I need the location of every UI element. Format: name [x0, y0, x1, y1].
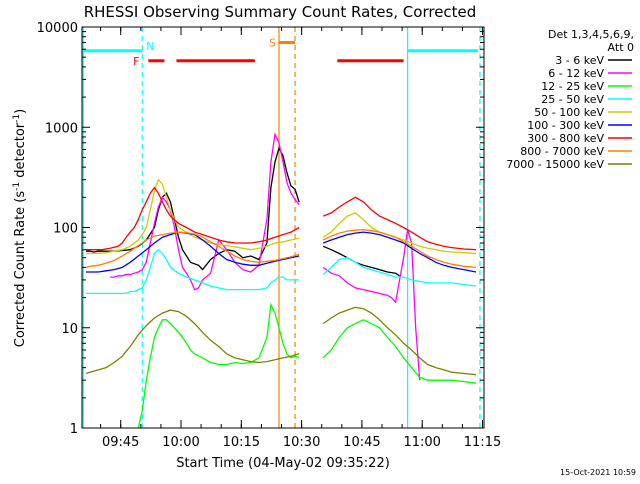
legend-header-1: Det 1,3,4,5,6,9, [548, 28, 634, 41]
series-line-4 [86, 178, 477, 255]
y-axis: 1 10 100 1000 10000 [37, 21, 484, 437]
y-tick-label-3: 1000 [45, 121, 78, 136]
series-line-6 [86, 186, 477, 251]
series-line-1 [110, 132, 421, 381]
x-tick-label-0: 09:45 [102, 435, 139, 450]
timestamp-stamp: 15-Oct-2021 10:59 [560, 468, 636, 477]
y-tick-label-2: 100 [53, 222, 78, 237]
series-line-0 [86, 146, 400, 277]
legend-label-0: 3 - 6 keV [555, 54, 604, 67]
x-tick-label-3: 10:30 [283, 435, 320, 450]
legend-label-4: 50 - 100 keV [534, 106, 604, 119]
plot-area: NF S [82, 27, 481, 429]
series-line-2 [137, 302, 477, 429]
y-tick-label-0: 1 [70, 422, 78, 437]
x-tick-label-1: 10:00 [162, 435, 199, 450]
series-line-8 [85, 306, 477, 376]
legend-header-2: Att 0 [608, 41, 634, 54]
legend-label-5: 100 - 300 keV [527, 119, 604, 132]
series-line-7 [85, 229, 477, 269]
legend-label-7: 800 - 7000 keV [520, 145, 604, 158]
legend-label-1: 6 - 12 keV [548, 67, 604, 80]
chart-title: RHESSI Observing Summary Count Rates, Co… [84, 3, 477, 21]
y-tick-label-1: 10 [61, 322, 78, 337]
marker-f: F [133, 55, 139, 68]
x-axis: 09:45 10:00 10:15 10:30 10:45 11:00 11:15 [100, 27, 501, 450]
y-tick-label-4: 10000 [37, 21, 78, 36]
x-axis-label: Start Time (04-May-02 09:35:22) [176, 456, 390, 471]
y-axis-label: Corrected Count Rate (s-1 detector-1) [12, 109, 28, 347]
x-tick-label-5: 11:00 [403, 435, 440, 450]
legend-label-8: 7000 - 15000 keV [506, 158, 604, 171]
series-line-3 [86, 248, 477, 295]
x-tick-label-2: 10:15 [223, 435, 260, 450]
x-tick-label-6: 11:15 [464, 435, 501, 450]
legend-label-2: 12 - 25 keV [541, 80, 604, 93]
legend-label-6: 300 - 800 keV [527, 132, 604, 145]
marker-n: N [146, 40, 154, 53]
x-tick-label-4: 10:45 [343, 435, 380, 450]
marker-s: S [269, 37, 276, 50]
legend-label-3: 25 - 50 keV [541, 93, 604, 106]
